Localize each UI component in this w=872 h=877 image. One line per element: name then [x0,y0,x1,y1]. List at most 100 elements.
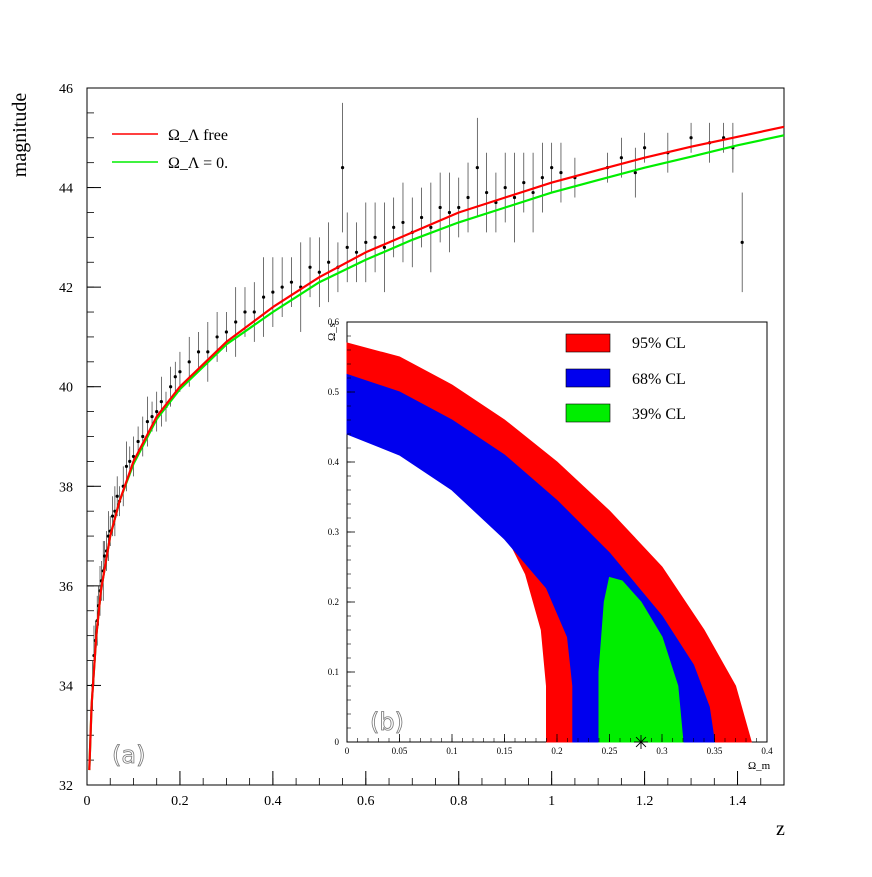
data-point [103,554,107,558]
data-point [196,350,201,354]
data-point [619,156,623,160]
inset-y-tick-label: 0.6 [328,317,340,327]
data-point [145,419,150,424]
inset-x-tick-label: 0.25 [602,746,618,756]
main-legend: Ω_Λ free Ω_Λ = 0. [112,127,228,172]
legend-swatch-68-cl [565,368,611,388]
inset-legend: 95% CL 68% CL 39% CL [565,333,686,423]
inset-x-tick-label: 0.4 [761,746,773,756]
inset-x-tick-label: 0.05 [392,746,408,756]
data-point [271,290,275,294]
data-point [354,250,359,254]
data-point [252,310,256,314]
inset-y-axis-title: Ω_s [326,323,338,341]
data-point [317,270,321,274]
inset-x-tick-label: 0.3 [656,746,668,756]
legend-label-68-cl: 68% CL [632,371,686,388]
data-point [438,205,442,210]
data-point [234,320,238,324]
data-point [373,235,377,239]
data-point [178,370,182,374]
data-point [155,410,159,414]
data-point [131,454,136,459]
inset-x-axis-title: Ω_m [748,760,771,772]
main-y-axis-title: magnitude [9,93,31,178]
data-point [382,245,386,249]
main-y-tick-label: 44 [59,182,73,197]
data-point [447,210,452,215]
data-point [206,350,210,354]
data-point [475,166,479,170]
main-fit-lines [88,125,785,771]
main-x-tick-label: 0.2 [171,794,189,809]
data-point [215,335,219,339]
main-x-tick-label: 1 [548,794,555,809]
panel-label-a: (a) [112,741,145,769]
data-point [522,180,526,185]
data-point [689,136,693,140]
data-point [308,265,312,269]
data-point [550,166,554,170]
main-y-tick-label: 34 [59,679,73,694]
data-point [559,171,563,175]
main-y-tick-label: 46 [59,82,73,97]
data-point [466,195,470,200]
data-point [243,310,247,314]
data-point [401,220,405,225]
main-y-tick-label: 38 [59,480,73,495]
inset-y-tick-label: 0.3 [328,527,340,537]
legend-label-95-cl: 95% CL [632,335,686,352]
inset-x-tick-label: 0 [345,746,350,756]
data-point [173,375,177,379]
data-point [457,205,461,210]
data-point [280,285,284,289]
main-x-tick-label: 0.6 [357,794,375,809]
inset-y-tick-label: 0 [335,737,340,747]
inset-x-tick-label: 0.1 [446,746,457,756]
data-point [503,185,507,190]
data-point [540,176,544,180]
data-point [633,171,637,175]
main-x-tick-label: 0.4 [264,794,282,809]
best-fit-marker [634,735,648,749]
data-point [512,195,517,200]
data-point [224,330,228,334]
legend-label-omega-lambda-zero: Ω_Λ = 0. [168,155,228,172]
data-point [327,260,331,264]
panel-label-b: (b) [370,708,404,736]
main-y-tick-label: 40 [59,381,73,396]
data-point [345,245,349,249]
data-point [419,215,424,220]
data-point [364,240,368,244]
inset-x-tick-label: 0.35 [707,746,723,756]
data-point [150,414,154,419]
main-y-tick-label: 32 [59,779,73,794]
inset-x-tick-label: 0.2 [551,746,562,756]
main-y-tick-label: 42 [59,281,73,296]
main-x-tick-label: 0 [84,794,91,809]
data-point [141,434,145,439]
inset-y-tick-label: 0.4 [328,457,340,467]
best-fit-star-stroke [635,736,647,748]
data-point [740,240,744,244]
main-x-tick-label: 1.4 [729,794,747,809]
data-point [128,459,132,463]
data-point [429,225,433,229]
data-point [340,166,345,170]
data-point [261,295,266,299]
data-point [392,225,396,229]
main-y-tick-label: 36 [59,580,73,595]
data-point [485,190,489,195]
main-x-tick-label: 1.2 [636,794,654,809]
inset-y-tick-label: 0.2 [328,597,339,607]
inset-y-tick-label: 0.1 [328,667,339,677]
legend-label-omega-lambda-free: Ω_Λ free [168,127,228,144]
data-point [531,190,535,195]
main-axis-ticks: 0 0.2 0.4 0.6 0.8 1 1.2 1.4 32 34 36 38 40 42 44 46 [59,82,785,809]
fit-line-omega-lambda-free [88,125,785,771]
data-point [115,494,119,498]
inset-y-tick-label: 0.5 [328,387,340,397]
inset-plot: 0 0.05 0.1 0.15 0.2 0.25 0.3 0.35 0.4 0 0.1 0.2 0.3 0… [326,317,773,772]
